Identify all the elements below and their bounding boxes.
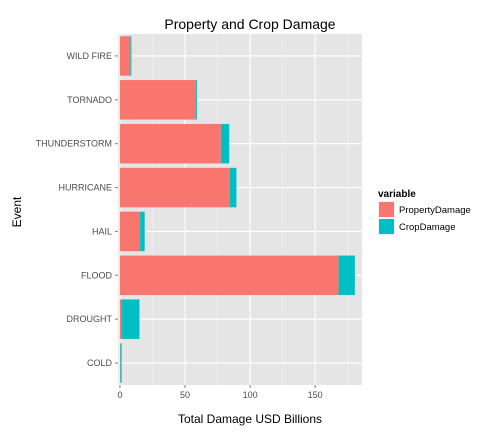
legend-title: variable [378,189,416,200]
bar-cropdamage-thunderstorm [220,123,230,164]
bar-propertydamage-flood [119,255,339,296]
bar-cropdamage-drought [121,299,140,339]
bar-cropdamage-flood [338,255,355,296]
bar-propertydamage-hurricane [119,167,230,208]
y-tick-label: HAIL [92,226,112,236]
x-axis-ticks: 0 50 100 150 [117,385,323,400]
bar-cropdamage-hail [140,211,145,252]
y-axis-title: Event [10,196,24,227]
x-tick-label: 150 [308,390,323,400]
y-tick-label: THUNDERSTORM [36,139,112,149]
chart-title: Property and Crop Damage [164,16,335,32]
bar-cropdamage-hurricane [229,167,237,208]
bar-propertydamage-thunderstorm [119,123,221,164]
y-tick-label: FLOOD [81,270,113,280]
bar-propertydamage-drought [119,299,122,339]
bars [119,36,355,383]
x-tick-label: 100 [243,390,258,400]
legend-key [379,219,394,234]
bar-propertydamage-wild-fire [119,36,131,76]
bar-propertydamage-hail [119,211,141,252]
y-tick-label: WILD FIRE [66,51,112,61]
x-tick-label: 50 [180,390,190,400]
bar-cropdamage-cold [120,343,122,383]
y-tick-label: COLD [87,358,113,368]
bar-cropdamage-tornado [196,80,197,120]
y-tick-label: TORNADO [67,95,112,105]
y-tick-label: DROUGHT [67,314,113,324]
bar-cropdamage-wild-fire [130,36,132,76]
legend-label: PropertyDamage [399,205,471,216]
y-tick-label: HURRICANE [58,183,112,193]
x-axis-title: Total Damage USD Billions [178,412,322,426]
bar-propertydamage-tornado [119,80,197,120]
y-axis-ticks: COLD DROUGHT FLOOD HAIL HURRICANE THUNDERSTOR… [36,51,118,368]
x-tick-label: 0 [117,390,122,400]
legend-label: CropDamage [399,222,456,233]
legend: variable PropertyDamage CropDamage [378,189,471,235]
legend-key [379,202,394,217]
